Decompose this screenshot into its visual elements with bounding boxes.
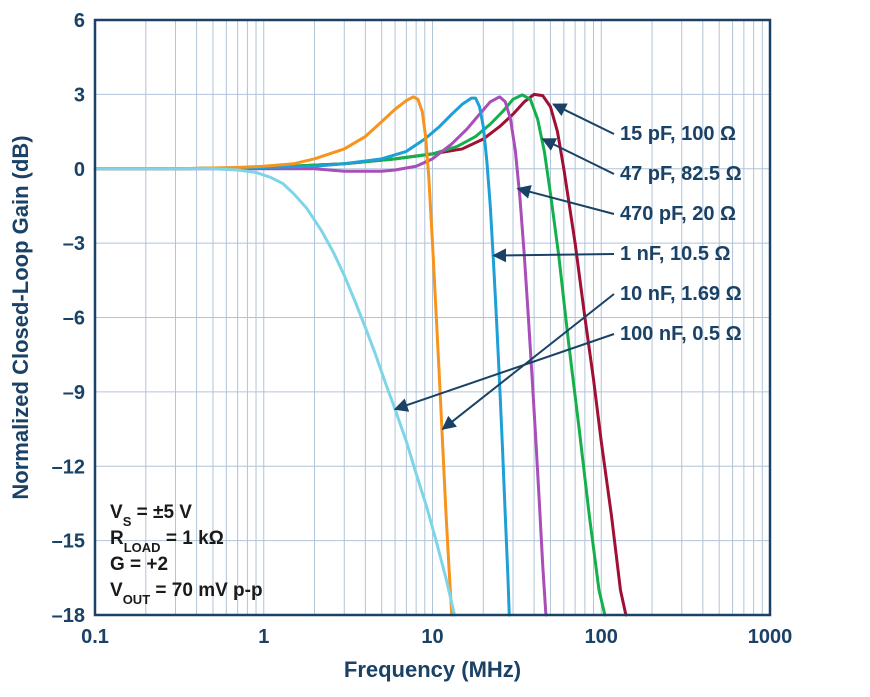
callout-arrow — [395, 334, 614, 409]
y-tick-label: –6 — [63, 308, 85, 330]
series-callout: 10 nF, 1.69 Ω — [620, 283, 742, 305]
x-tick-label: 1 — [258, 626, 269, 648]
series-callout: 1 nF, 10.5 Ω — [620, 243, 731, 265]
chart-container: –18 –15 –12 –9 –6 –3 0 3 6 0.1 1 10 100 1000 Frequency… — [0, 0, 870, 697]
test-conditions: VS = ±5 VRLOAD = 1 kΩG = +2VOUT = 70 mV … — [110, 502, 263, 607]
y-tick-label: –15 — [52, 531, 85, 553]
series-callout: 47 pF, 82.5 Ω — [620, 163, 742, 185]
callout-arrow — [518, 189, 614, 214]
series-line — [95, 97, 452, 615]
series-callout: 470 pF, 20 Ω — [620, 203, 736, 225]
x-axis-label: Frequency (MHz) — [344, 657, 521, 682]
x-tick-label: 100 — [585, 626, 618, 648]
y-tick-label: 3 — [74, 84, 85, 106]
y-axis-label: Normalized Closed-Loop Gain (dB) — [8, 135, 33, 499]
series-callout: 15 pF, 100 Ω — [620, 123, 736, 145]
y-tick-label: 0 — [74, 159, 85, 181]
y-tick-label: –12 — [52, 456, 85, 478]
y-tick-label: –3 — [63, 233, 85, 255]
series-callout: 100 nF, 0.5 Ω — [620, 323, 742, 345]
y-tick-label: –9 — [63, 382, 85, 404]
frequency-response-chart: –18 –15 –12 –9 –6 –3 0 3 6 0.1 1 10 100 1000 Frequency… — [0, 0, 870, 697]
x-tick-label: 10 — [421, 626, 443, 648]
callout-arrow — [553, 104, 614, 134]
x-tick-label: 0.1 — [81, 626, 109, 648]
y-tick-label: 6 — [74, 10, 85, 32]
callout-arrow — [494, 254, 614, 256]
x-tick-label: 1000 — [748, 626, 793, 648]
y-tick-label: –18 — [52, 605, 85, 627]
